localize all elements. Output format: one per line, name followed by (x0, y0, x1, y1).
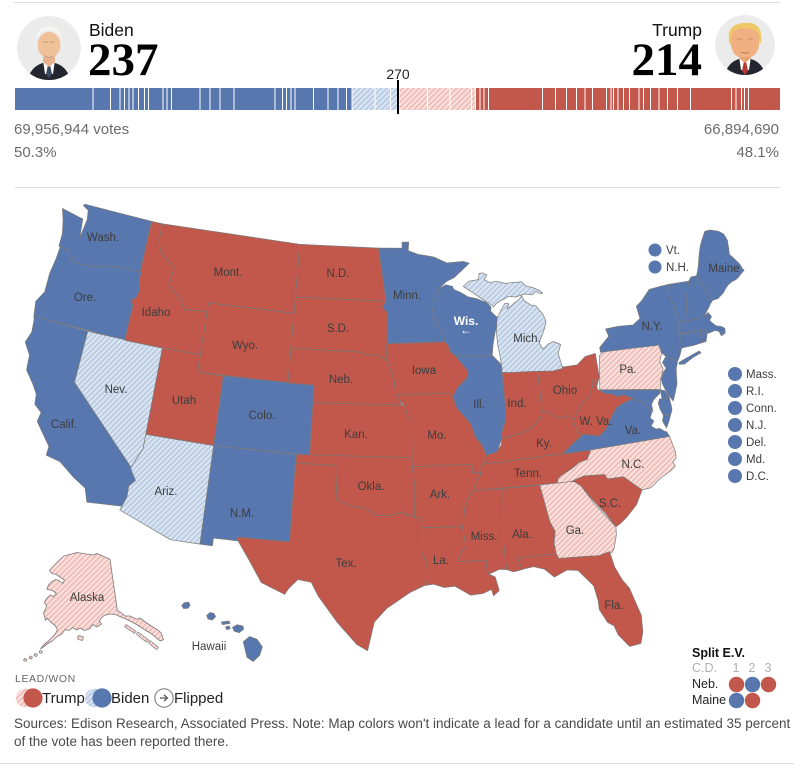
svg-text:N.M.: N.M. (230, 508, 254, 520)
svg-text:Neb.: Neb. (692, 677, 718, 691)
svg-text:2: 2 (749, 661, 756, 675)
svg-text:Okla.: Okla. (358, 481, 385, 493)
svg-text:D.C.: D.C. (746, 471, 769, 483)
svg-text:Neb.: Neb. (329, 374, 353, 386)
svg-text:Mo.: Mo. (427, 430, 446, 442)
svg-text:Wash.: Wash. (87, 232, 119, 244)
svg-text:Ga.: Ga. (566, 525, 585, 537)
svg-text:Hawaii: Hawaii (192, 641, 227, 653)
svg-text:Ark.: Ark. (430, 489, 450, 501)
svg-text:Md.: Md. (746, 454, 765, 466)
svg-text:N.J.: N.J. (746, 420, 766, 432)
svg-text:Ky.: Ky. (536, 438, 552, 450)
svg-text:Colo.: Colo. (249, 410, 276, 422)
svg-text:Split E.V.: Split E.V. (692, 646, 745, 660)
svg-text:Tex.: Tex. (335, 558, 356, 570)
svg-text:Utah: Utah (172, 395, 196, 407)
svg-text:Nev.: Nev. (105, 384, 128, 396)
svg-text:N.D.: N.D. (327, 268, 350, 280)
svg-text:Wis.: Wis. (454, 314, 479, 328)
svg-text:N.H.: N.H. (666, 262, 689, 274)
svg-text:Mass.: Mass. (746, 369, 777, 381)
svg-text:S.C.: S.C. (599, 498, 621, 510)
svg-text:Iowa: Iowa (412, 365, 437, 377)
svg-text:Ore.: Ore. (74, 292, 96, 304)
svg-text:Fla.: Fla. (604, 600, 623, 612)
svg-text:Idaho: Idaho (142, 307, 171, 319)
svg-text:Ind.: Ind. (507, 398, 526, 410)
svg-text:Maine: Maine (692, 693, 726, 707)
svg-text:Miss.: Miss. (471, 531, 498, 543)
svg-text:Ohio: Ohio (553, 385, 577, 397)
svg-text:Ariz.: Ariz. (155, 486, 178, 498)
svg-text:Del.: Del. (746, 437, 766, 449)
svg-text:W. Va.: W. Va. (579, 416, 612, 428)
svg-text:Maine: Maine (708, 263, 739, 275)
svg-text:Tenn.: Tenn. (514, 468, 542, 480)
svg-text:3: 3 (765, 661, 772, 675)
svg-text:Ill.: Ill. (473, 399, 485, 411)
svg-text:←: ← (460, 323, 472, 337)
svg-text:S.D.: S.D. (327, 323, 349, 335)
svg-text:Mich.: Mich. (513, 333, 540, 345)
svg-text:Ala.: Ala. (512, 529, 532, 541)
svg-text:Alaska: Alaska (70, 592, 105, 604)
svg-text:R.I.: R.I. (746, 386, 764, 398)
svg-text:Va.: Va. (625, 425, 641, 437)
svg-text:1: 1 (733, 661, 740, 675)
svg-text:Wyo.: Wyo. (232, 340, 258, 352)
svg-text:N.Y.: N.Y. (642, 321, 663, 333)
svg-text:La.: La. (433, 555, 449, 567)
svg-text:C.D.: C.D. (692, 661, 717, 675)
svg-text:N.C.: N.C. (622, 459, 645, 471)
svg-text:Kan.: Kan. (344, 429, 368, 441)
svg-text:Calif.: Calif. (51, 419, 77, 431)
svg-text:Pa.: Pa. (619, 364, 636, 376)
svg-text:Vt.: Vt. (666, 245, 680, 257)
svg-text:Mont.: Mont. (214, 267, 243, 279)
svg-text:Conn.: Conn. (746, 403, 777, 415)
svg-text:Minn.: Minn. (393, 290, 421, 302)
